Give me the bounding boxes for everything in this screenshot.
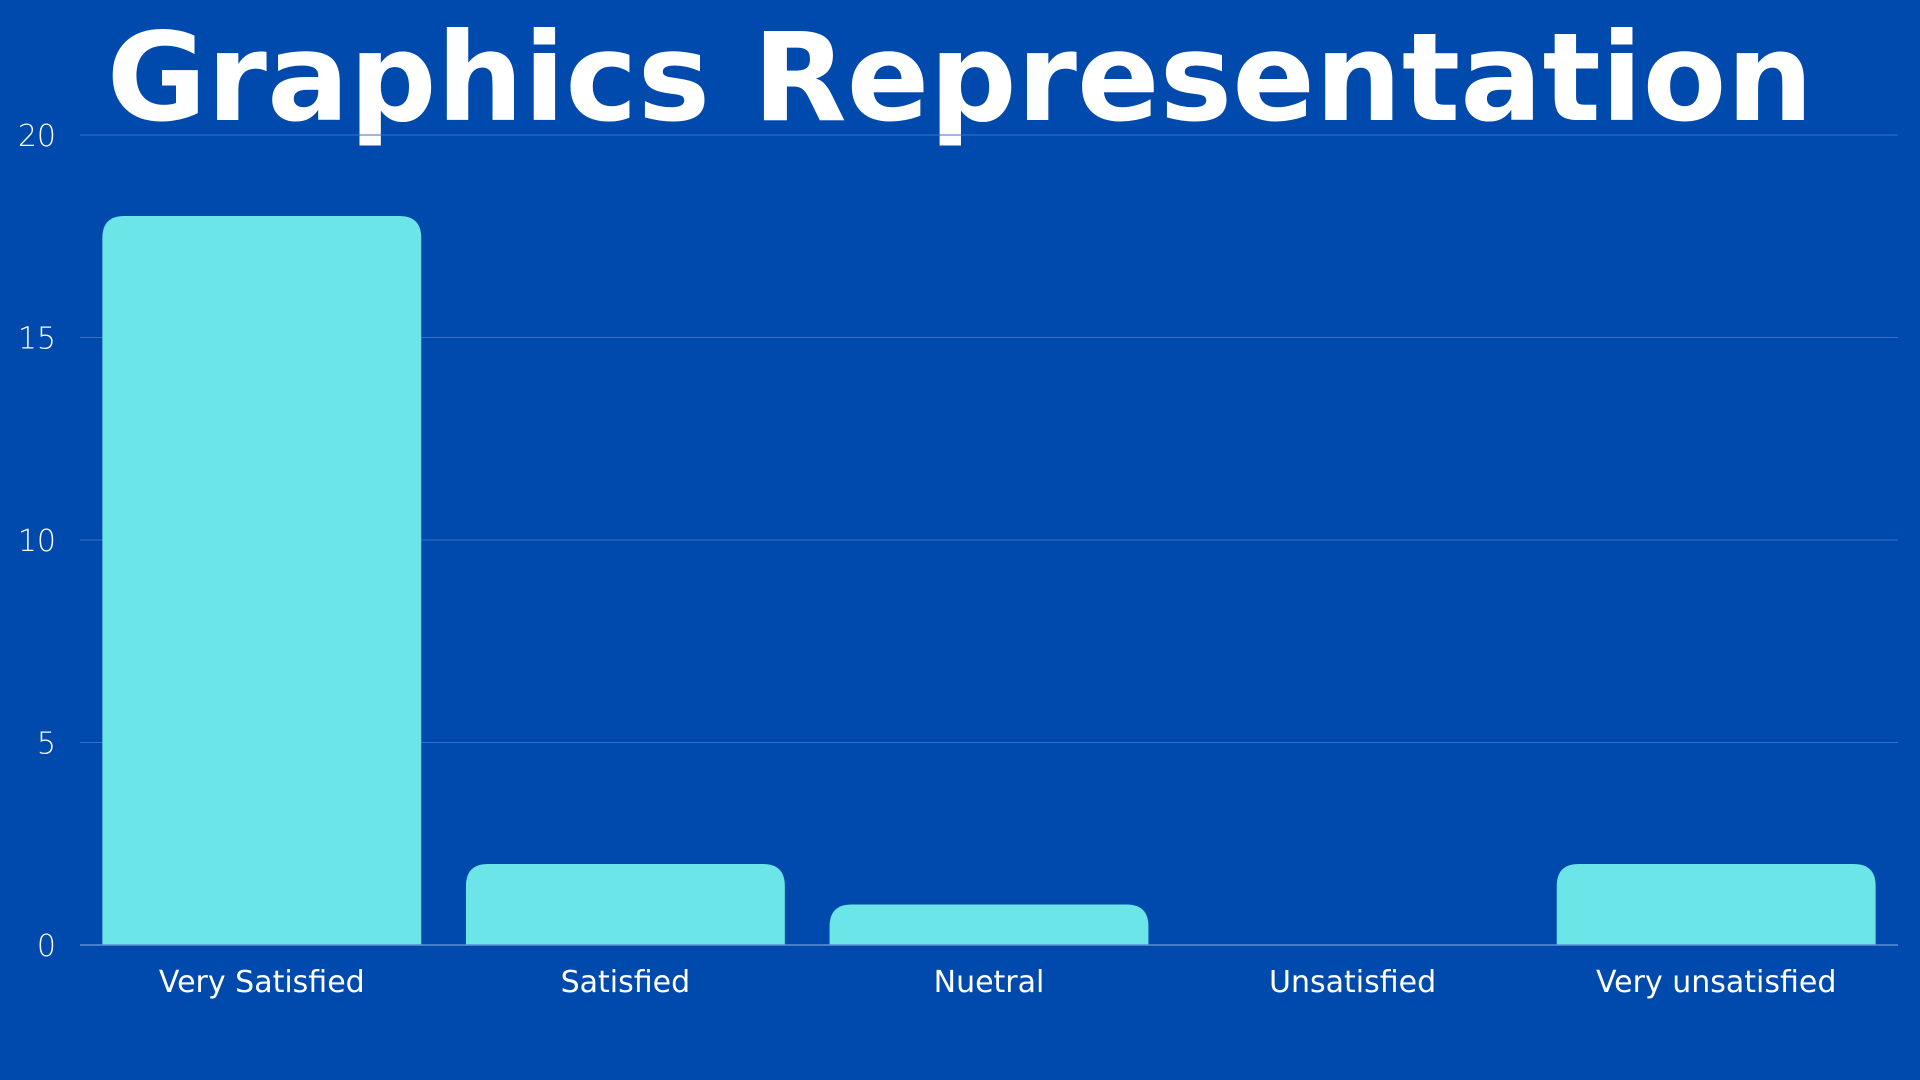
- bar-nuetral: [829, 904, 1149, 945]
- x-tick-label: Very Satisfied: [159, 965, 365, 1000]
- bar-very-unsatisfied: [1556, 864, 1876, 945]
- bar-satisfied: [465, 864, 785, 945]
- x-tick-label: Very unsatisfied: [1596, 965, 1836, 1000]
- y-tick-label: 10: [18, 524, 56, 559]
- chart-title: Graphics Representation: [106, 7, 1814, 149]
- y-tick-label: 15: [18, 322, 56, 357]
- y-tick-label: 5: [37, 727, 56, 762]
- y-tick-label: 20: [18, 119, 56, 154]
- x-tick-label: Unsatisfied: [1269, 965, 1436, 1000]
- x-tick-label: Nuetral: [934, 965, 1045, 1000]
- y-tick-label: 0: [37, 929, 56, 964]
- bar-very-satisfied: [102, 216, 422, 945]
- x-tick-label: Satisfied: [561, 965, 691, 1000]
